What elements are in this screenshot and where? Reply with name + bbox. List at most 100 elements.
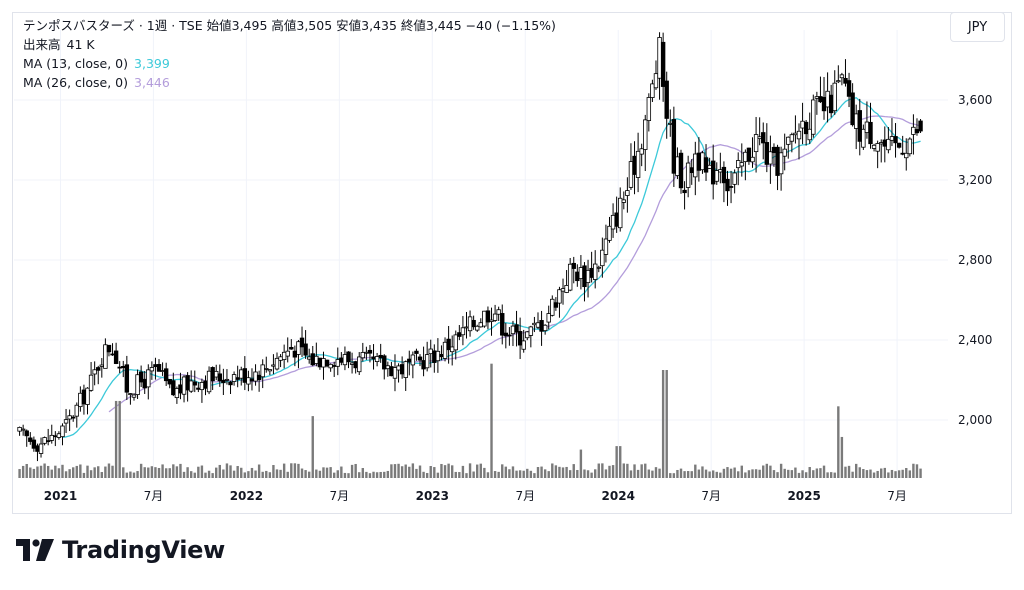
time-tick-label: 2021 — [44, 489, 77, 503]
candle-body — [904, 152, 909, 159]
volume-bar — [254, 470, 257, 478]
candle-body — [382, 355, 387, 370]
time-tick-label: 7月 — [330, 489, 350, 503]
candle-body — [653, 73, 659, 89]
candle-body — [160, 370, 165, 372]
volume-bar — [411, 463, 415, 478]
volume-bar — [729, 468, 733, 478]
volume-bar — [869, 469, 872, 478]
candle-body — [578, 267, 584, 280]
candle-body — [81, 389, 87, 405]
candle-body — [660, 41, 666, 87]
volume-bar — [261, 471, 264, 478]
candle-body — [38, 443, 44, 454]
candle-body — [503, 332, 509, 337]
candle-body — [886, 138, 891, 151]
volume-bar — [450, 465, 454, 478]
price-tick-label: 2,000 — [958, 413, 992, 427]
volume-bar — [218, 464, 221, 478]
tradingview-logo-icon — [16, 539, 54, 561]
candle-body — [367, 349, 373, 354]
volume-bar — [293, 463, 297, 478]
volume-bar — [819, 468, 822, 478]
volume-bar — [454, 471, 457, 478]
volume-bar — [354, 463, 357, 478]
candle-body — [289, 346, 294, 350]
candle-body — [811, 99, 816, 135]
volume-bar — [422, 471, 425, 478]
volume-bar — [769, 465, 772, 478]
candle-body — [475, 325, 480, 331]
volume-bar — [690, 471, 693, 478]
candle-body — [317, 357, 323, 368]
candle-body — [621, 199, 627, 203]
candle-body — [739, 162, 744, 167]
candle-body — [846, 80, 852, 97]
candle-body — [49, 434, 54, 441]
volume-bar — [554, 465, 558, 478]
candle-body — [103, 344, 108, 369]
volume-bar — [601, 463, 604, 478]
candle-body — [292, 350, 298, 358]
volume-bar — [847, 465, 851, 478]
price-tick-label: 3,600 — [958, 93, 992, 107]
candle-body — [589, 267, 594, 278]
candle-body — [868, 121, 873, 145]
volume-bar — [590, 472, 593, 478]
volume-bar — [772, 470, 776, 478]
volume-bar — [658, 468, 661, 478]
candle-body — [146, 369, 151, 388]
candle-body — [632, 155, 637, 175]
currency-button[interactable]: JPY — [950, 12, 1005, 42]
candle-body — [113, 350, 119, 364]
candle-body — [557, 289, 562, 304]
candle-body — [571, 262, 576, 269]
tradingview-logo[interactable]: TradingView — [16, 536, 225, 564]
candle-body — [575, 271, 580, 282]
volume-bar — [615, 446, 618, 478]
candle-body — [464, 326, 469, 329]
candle-body — [542, 324, 548, 332]
volume-bar — [476, 464, 479, 478]
volume-bar — [619, 446, 622, 478]
candle-body — [828, 94, 834, 114]
volume-bar — [89, 470, 93, 478]
candle-body — [278, 356, 283, 361]
volume-bar — [282, 463, 286, 478]
candle-body — [260, 364, 265, 378]
candle-body — [99, 364, 105, 367]
volume-bar — [529, 470, 533, 478]
candle-body — [360, 352, 366, 359]
volume-bar — [25, 463, 28, 478]
volume-bar — [32, 468, 36, 478]
volume-bar — [164, 468, 168, 478]
volume-bar — [493, 471, 497, 478]
volume-bar — [779, 463, 783, 478]
candle-body — [432, 350, 437, 363]
volume-bar — [390, 464, 393, 478]
volume-bar — [268, 472, 272, 478]
volume-bar — [547, 471, 550, 478]
candle-body — [485, 310, 491, 323]
candle-body — [421, 360, 426, 370]
volume-bar — [783, 468, 786, 478]
candle-body — [528, 326, 534, 336]
candle-body — [761, 132, 766, 144]
volume-bar — [915, 464, 919, 478]
candle-body — [585, 269, 591, 284]
volume-bar — [694, 464, 697, 478]
volume-bar — [833, 472, 836, 478]
volume-bar — [611, 465, 615, 478]
candle-body — [600, 249, 605, 267]
ma13-value: 3,399 — [134, 56, 170, 71]
candle-body — [399, 364, 405, 375]
volume-bar — [726, 467, 729, 478]
volume-bar — [901, 469, 904, 478]
candle-body — [814, 96, 820, 99]
candle-body — [274, 357, 280, 370]
volume-bar — [543, 469, 547, 478]
volume-bar — [722, 468, 726, 478]
candle-body — [532, 322, 537, 326]
volume-bar — [854, 463, 858, 478]
